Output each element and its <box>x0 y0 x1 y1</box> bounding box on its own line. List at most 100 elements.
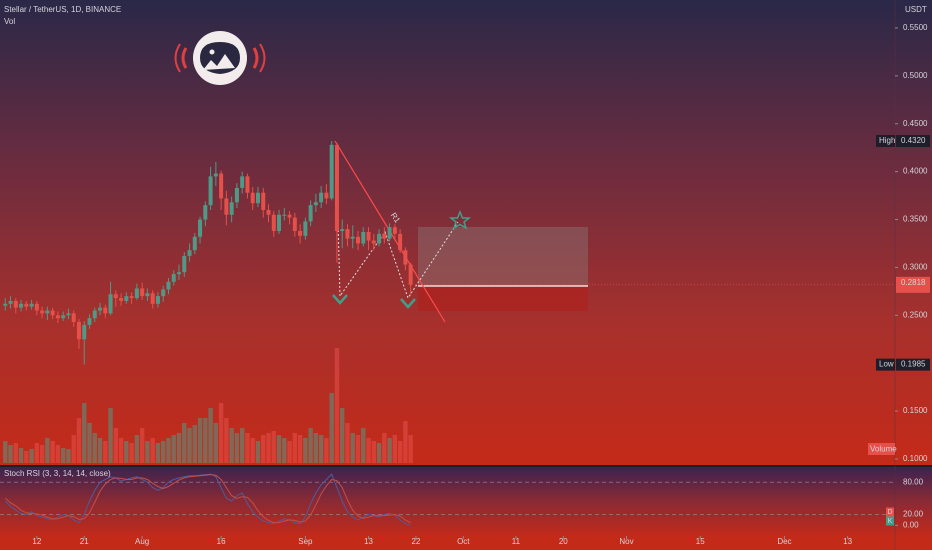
marker-tag <box>876 134 895 147</box>
candle-body <box>113 294 118 299</box>
candle-body <box>303 221 308 236</box>
candle-body <box>161 289 166 297</box>
volume-bar <box>234 433 240 463</box>
volume-bar <box>224 418 229 463</box>
x-tick-label: 21 <box>80 537 89 546</box>
x-tick-label: Nov <box>619 537 633 546</box>
rsi-tag <box>886 507 894 517</box>
volume-bar <box>408 435 413 463</box>
volume-bar <box>13 443 18 463</box>
x-tick-label: 16 <box>217 537 226 546</box>
volume-bar <box>18 448 24 463</box>
candle-body <box>3 303 8 306</box>
candle-body <box>271 214 276 232</box>
x-tick-label: 15 <box>696 537 705 546</box>
volume-bar <box>287 441 292 463</box>
volume-bar <box>39 445 45 463</box>
volume-bar <box>166 438 171 463</box>
volume-bar <box>355 435 361 463</box>
candle-body <box>366 231 371 241</box>
volume-bar <box>176 433 182 463</box>
candle-body <box>398 233 403 251</box>
volume-bar <box>50 441 55 463</box>
volume-bar <box>313 433 319 463</box>
volume-bar <box>150 438 155 463</box>
y-tick-label: 0.5000 <box>903 71 928 80</box>
candle-body <box>250 192 255 204</box>
candle-body <box>8 300 13 304</box>
last-price-tag <box>896 276 930 293</box>
volume-bar <box>29 449 34 463</box>
volume-bar <box>292 433 298 463</box>
candle-body <box>361 231 366 244</box>
candle-body <box>198 219 203 237</box>
volume-bar <box>255 441 261 463</box>
rsi-pane <box>0 466 932 536</box>
candle-body <box>356 236 360 244</box>
rsi-tick-label: 0.00 <box>903 520 919 529</box>
rsi-k-line <box>4 473 411 526</box>
volume-bar <box>334 348 340 463</box>
candle-body <box>34 303 39 311</box>
x-tick-label: 13 <box>364 537 373 546</box>
candle-body <box>129 296 134 299</box>
volume-bar <box>24 451 29 463</box>
volume-bar <box>392 435 398 463</box>
volume-bar <box>303 438 308 463</box>
target-zone <box>418 227 588 286</box>
volume-bar <box>155 443 161 463</box>
x-tick-label: 12 <box>32 537 41 546</box>
candle-body <box>82 324 87 340</box>
candle-body <box>308 205 313 222</box>
y-tick-label: 0.1500 <box>903 406 928 415</box>
candle-body <box>145 293 150 297</box>
marker-box <box>896 358 930 371</box>
candle-body <box>245 176 250 193</box>
volume-bar <box>261 435 266 463</box>
candle-body <box>19 303 24 308</box>
candle-body <box>171 274 176 282</box>
candle-body <box>150 293 155 304</box>
volume-bar <box>266 433 271 463</box>
volume-bar <box>376 443 382 463</box>
volume-bar <box>60 448 66 463</box>
rsi-tick-label: 80.00 <box>903 477 924 486</box>
candle-body <box>166 281 171 290</box>
volume-bar <box>182 423 187 463</box>
y-tick-label: 0.1000 <box>903 454 928 463</box>
volume-bar <box>134 435 140 463</box>
candle-body <box>155 296 160 304</box>
candle-body <box>182 255 187 273</box>
volume-bar <box>239 428 245 463</box>
candle-body <box>255 192 260 204</box>
candle-body <box>40 310 45 314</box>
candle-body <box>324 192 329 199</box>
marker-tag <box>876 358 895 371</box>
candle-body <box>24 303 29 307</box>
candle-body <box>87 318 92 325</box>
volume-bar <box>113 428 119 463</box>
candle-body <box>334 144 339 232</box>
x-tick-label: Dec <box>777 537 791 546</box>
volume-bar <box>340 408 345 463</box>
candle-body <box>261 192 266 210</box>
x-tick-label: Aug <box>135 537 149 546</box>
volume-bar <box>387 438 392 463</box>
volume-bar <box>192 425 197 463</box>
candle-body <box>319 192 324 203</box>
candle-body <box>187 250 192 256</box>
candle-body <box>50 310 55 316</box>
rsi-d-line <box>4 474 411 524</box>
y-tick-label: 0.2500 <box>903 310 928 319</box>
x-tick-label: 11 <box>512 537 521 546</box>
candle-body <box>298 231 303 236</box>
candle-body <box>377 233 382 244</box>
y-tick-label: 0.4000 <box>903 167 928 176</box>
volume-bar <box>203 418 208 463</box>
volume-bar <box>361 428 366 463</box>
currency: USDT <box>905 5 927 14</box>
marker-label: 0.1985 <box>901 360 926 369</box>
candle-body <box>119 298 124 301</box>
candle-body <box>392 227 397 234</box>
